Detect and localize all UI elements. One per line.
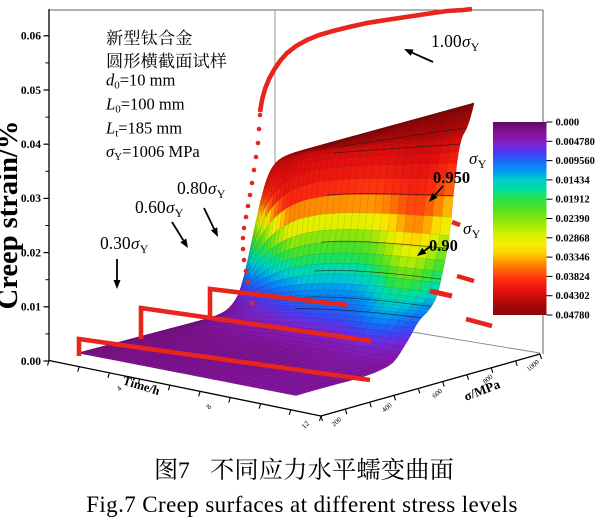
svg-text:σ: σ xyxy=(208,179,217,198)
svg-text:0.03824: 0.03824 xyxy=(556,272,591,283)
svg-text:0.00: 0.00 xyxy=(21,356,41,368)
svg-text:Creep strain/%: Creep strain/% xyxy=(0,121,24,310)
svg-text:0.02390: 0.02390 xyxy=(556,214,590,225)
svg-text:Y: Y xyxy=(217,187,226,201)
svg-text:Y: Y xyxy=(478,157,487,171)
svg-text:0.950: 0.950 xyxy=(433,168,470,187)
svg-text:0.80: 0.80 xyxy=(177,178,208,198)
svg-text:Y: Y xyxy=(471,40,480,54)
svg-text:0.02868: 0.02868 xyxy=(556,233,590,244)
svg-text:0.01434: 0.01434 xyxy=(556,175,591,186)
svg-text:0.004780: 0.004780 xyxy=(556,137,595,148)
svg-text:7: 7 xyxy=(178,458,190,484)
svg-text:0.90: 0.90 xyxy=(429,236,458,255)
svg-text:Fig.7 Creep surfaces at diffe: Fig.7 Creep surfaces at different stress… xyxy=(86,492,518,517)
svg-text:Y: Y xyxy=(472,227,481,241)
svg-text:σ: σ xyxy=(462,32,471,51)
svg-text:0.04780: 0.04780 xyxy=(556,311,590,322)
svg-text:σ: σ xyxy=(469,149,478,168)
svg-text:σ: σ xyxy=(131,234,140,253)
svg-text:Y: Y xyxy=(175,206,184,220)
svg-text:0.009560: 0.009560 xyxy=(556,156,595,167)
svg-text:σ: σ xyxy=(463,219,472,238)
svg-text:σ: σ xyxy=(166,198,175,217)
svg-text:1.00: 1.00 xyxy=(431,31,462,51)
svg-text:0.05: 0.05 xyxy=(21,85,41,97)
svg-text:0.06: 0.06 xyxy=(21,31,41,43)
svg-text:0.01912: 0.01912 xyxy=(556,195,590,206)
svg-text:0.60: 0.60 xyxy=(135,197,166,217)
svg-text:0.03346: 0.03346 xyxy=(556,253,590,264)
svg-text:Y: Y xyxy=(140,242,149,256)
svg-text:0.30: 0.30 xyxy=(100,233,131,253)
svg-text:0.000: 0.000 xyxy=(556,118,580,129)
svg-text:0.04302: 0.04302 xyxy=(556,291,590,302)
